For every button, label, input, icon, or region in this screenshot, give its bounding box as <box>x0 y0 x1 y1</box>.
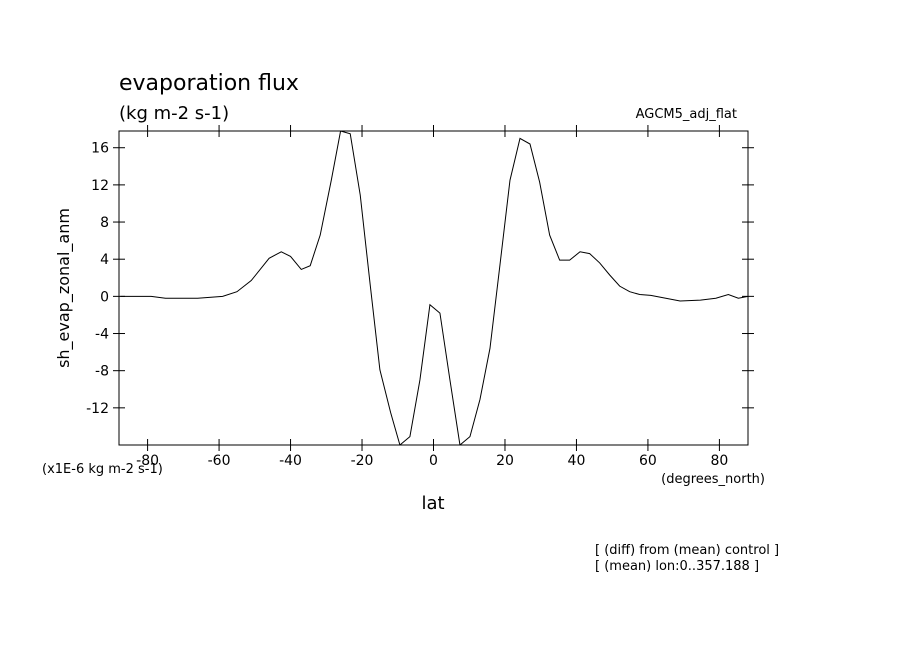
y-tick-label: 4 <box>100 252 109 268</box>
x-tick-label: 60 <box>639 453 657 469</box>
y-tick-label: -12 <box>86 401 109 417</box>
x-tick-label: 0 <box>429 453 438 469</box>
y-tick-label: 16 <box>91 141 109 157</box>
y-axis-label: sh_evap_zonal_anm <box>54 208 74 368</box>
annotation: [ (diff) from (mean) control ] <box>595 543 779 558</box>
plot-frame <box>118 130 749 446</box>
data-line <box>120 131 748 445</box>
x-axis-label: lat <box>421 493 444 514</box>
y-tick-label: -8 <box>95 364 109 380</box>
y-tick-label: 0 <box>100 289 109 305</box>
y-tick-label: 8 <box>100 215 109 231</box>
annotation: [ (mean) lon:0..357.188 ] <box>595 559 759 574</box>
x-tick-label: -60 <box>208 453 231 469</box>
x-tick-label: 20 <box>496 453 514 469</box>
x-tick-label: -40 <box>279 453 302 469</box>
x-units: (degrees_north) <box>661 472 765 487</box>
x-tick-label: -80 <box>136 453 159 469</box>
x-tick-label: 40 <box>568 453 586 469</box>
y-tick-label: 12 <box>91 178 109 194</box>
y-tick-label: -4 <box>95 327 109 343</box>
plot-area <box>120 131 748 445</box>
y-units: (x1E-6 kg m-2 s-1) <box>42 462 163 477</box>
chart-title: evaporation flux <box>119 71 299 96</box>
dataset-label: AGCM5_adj_flat <box>636 107 737 122</box>
x-tick-label: 80 <box>710 453 728 469</box>
x-tick-label: -20 <box>351 453 374 469</box>
chart-subtitle: (kg m-2 s-1) <box>119 103 229 124</box>
